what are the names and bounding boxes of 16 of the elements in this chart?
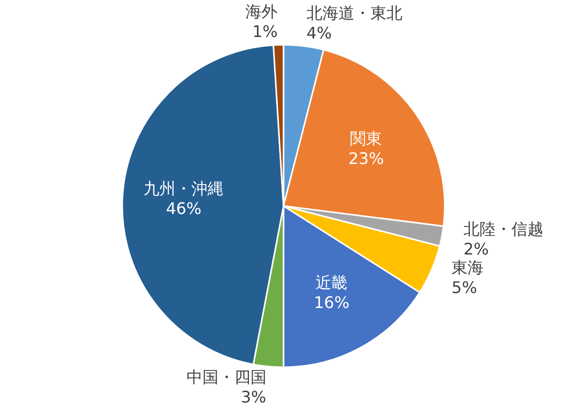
slice-label: 近畿 — [316, 272, 348, 292]
data-label: 3% — [240, 388, 266, 407]
slice-label: 中国・四国 — [186, 368, 266, 387]
slice-label: 北海道・東北 — [306, 3, 402, 22]
slice-label: 関東 — [350, 128, 382, 148]
slice-label: 九州・沖縄 — [144, 178, 224, 198]
data-label: 23% — [348, 148, 384, 168]
data-label: 1% — [252, 22, 278, 41]
data-label: 2% — [464, 239, 489, 258]
data-label: 46% — [166, 198, 202, 218]
slice-label: 北陸・信越 — [464, 219, 544, 238]
data-label: 4% — [306, 23, 332, 42]
slice-label: 東海 — [452, 258, 484, 277]
data-label: 5% — [452, 278, 478, 297]
slice-label: 海外 — [246, 2, 278, 21]
data-label: 16% — [314, 292, 350, 312]
